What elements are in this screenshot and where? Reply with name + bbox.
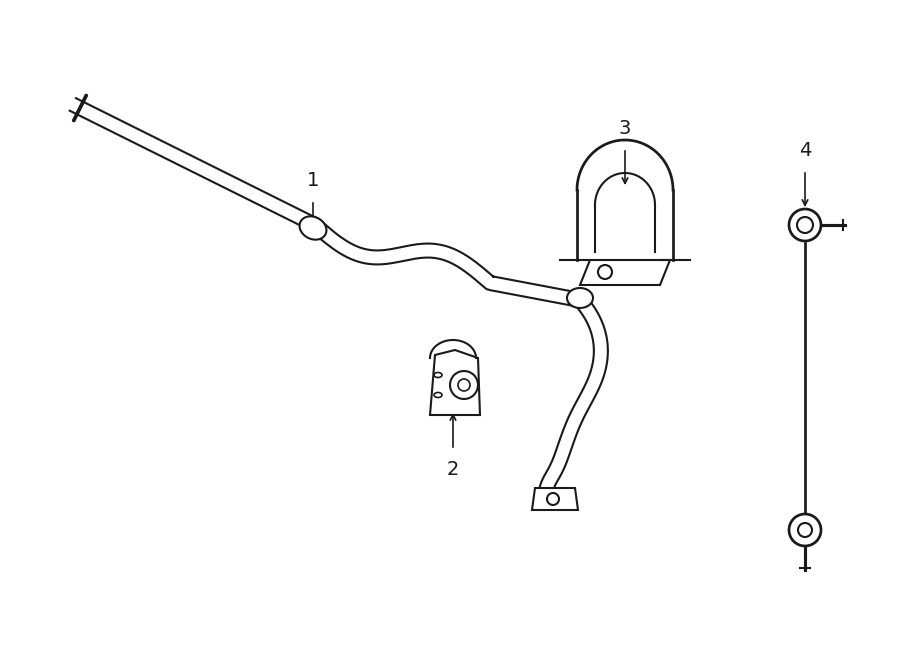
Text: 1: 1 bbox=[307, 171, 320, 190]
Text: 3: 3 bbox=[619, 119, 631, 138]
Circle shape bbox=[458, 379, 470, 391]
Circle shape bbox=[789, 209, 821, 241]
Circle shape bbox=[598, 265, 612, 279]
Circle shape bbox=[798, 523, 812, 537]
Polygon shape bbox=[580, 260, 670, 285]
Ellipse shape bbox=[567, 288, 593, 308]
Ellipse shape bbox=[434, 373, 442, 377]
Ellipse shape bbox=[434, 393, 442, 397]
Circle shape bbox=[797, 217, 813, 233]
Circle shape bbox=[547, 493, 559, 505]
Circle shape bbox=[450, 371, 478, 399]
Polygon shape bbox=[76, 102, 581, 307]
Text: 2: 2 bbox=[446, 460, 459, 479]
Polygon shape bbox=[532, 488, 578, 510]
Ellipse shape bbox=[300, 216, 327, 240]
Text: 4: 4 bbox=[799, 141, 811, 160]
Circle shape bbox=[789, 514, 821, 546]
Polygon shape bbox=[430, 350, 480, 415]
Polygon shape bbox=[538, 295, 608, 500]
